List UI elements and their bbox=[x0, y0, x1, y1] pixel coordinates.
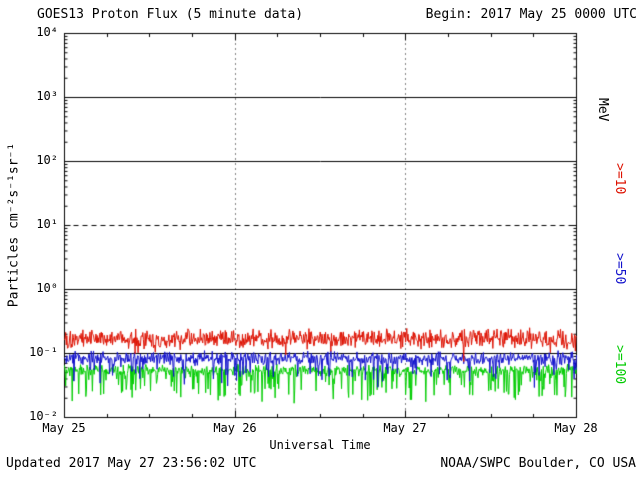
x-tick-label-may27: May 27 bbox=[383, 421, 427, 435]
series-label-ge100: >=100 bbox=[612, 345, 627, 385]
x-tick-label-may26: May 26 bbox=[213, 421, 257, 435]
begin-label: Begin: 2017 May 25 0000 UTC bbox=[425, 7, 637, 22]
x-tick-label-may28: May 28 bbox=[554, 421, 598, 435]
series-label-ge50: >=50 bbox=[612, 253, 627, 285]
x-axis-title: Universal Time bbox=[269, 438, 371, 452]
y-tick-label-1e3: 10³ bbox=[36, 89, 58, 103]
x-tick-label-may25: May 25 bbox=[42, 421, 86, 435]
source-attribution: NOAA/SWPC Boulder, CO USA bbox=[440, 456, 636, 471]
updated-timestamp: Updated 2017 May 27 23:56:02 UTC bbox=[6, 456, 257, 471]
y-tick-label-1e-2: 10⁻² bbox=[29, 409, 58, 423]
y-tick-label-1e-1: 10⁻¹ bbox=[29, 345, 58, 359]
y-tick-label-1e1: 10¹ bbox=[36, 217, 58, 231]
chart-title: GOES13 Proton Flux (5 minute data) bbox=[37, 7, 304, 22]
right-axis-unit-label: MeV bbox=[595, 98, 610, 122]
series-label-ge10: >=10 bbox=[612, 163, 627, 195]
y-tick-label-1e2: 10² bbox=[36, 153, 58, 167]
y-tick-label-1e4: 10⁴ bbox=[36, 25, 58, 39]
y-tick-label-1e0: 10⁰ bbox=[36, 281, 58, 295]
